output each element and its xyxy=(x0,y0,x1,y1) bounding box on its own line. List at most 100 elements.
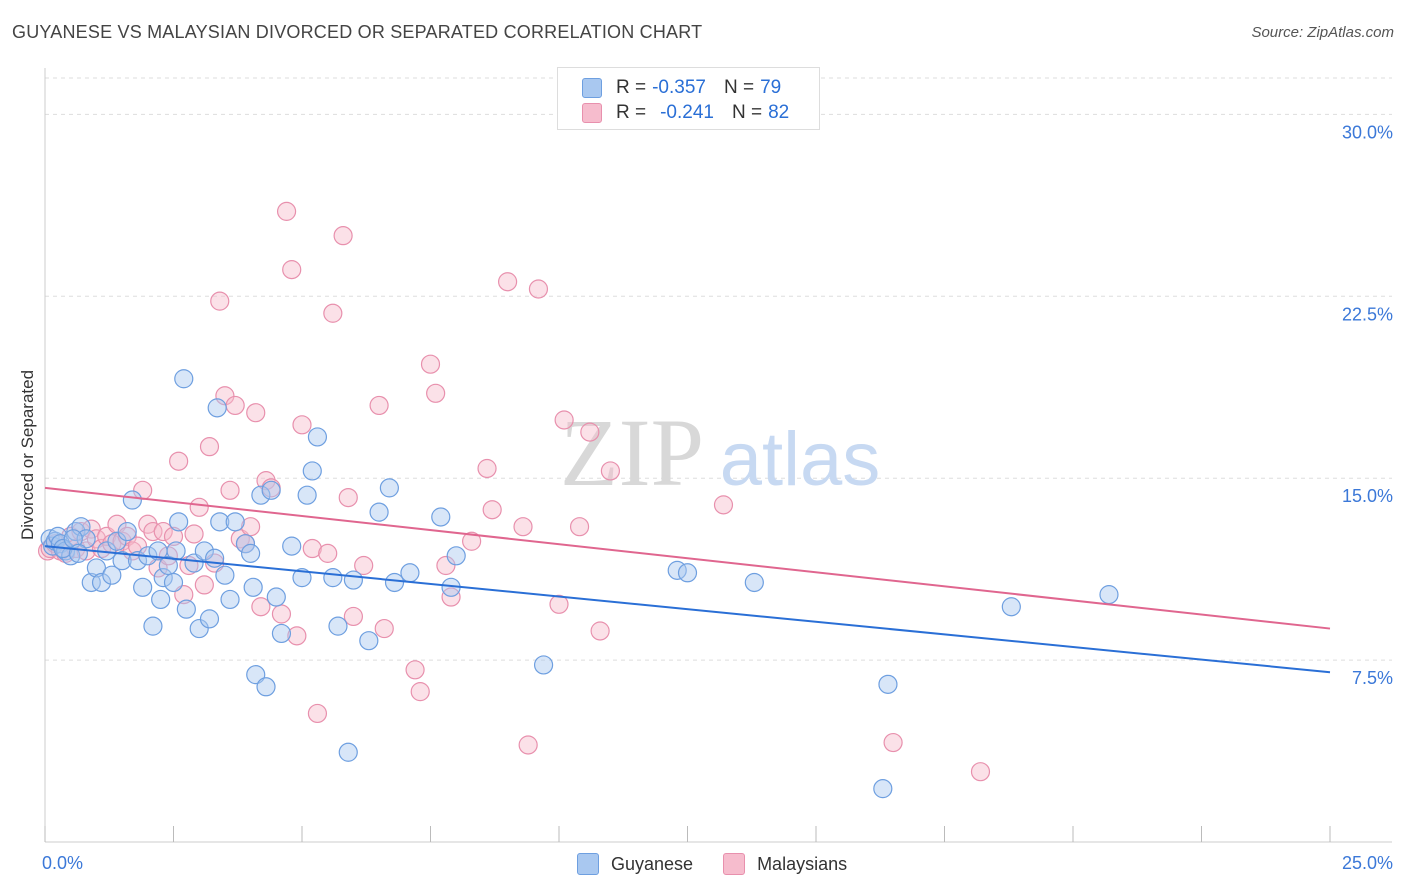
malaysians-point xyxy=(210,291,230,311)
guyanese-point xyxy=(151,589,171,610)
guyanese-point xyxy=(176,599,196,619)
source-attribution: Source: ZipAtlas.com xyxy=(1251,24,1394,41)
guyanese-point xyxy=(369,502,389,522)
malaysians-point xyxy=(220,480,240,500)
malaysians-point xyxy=(153,521,173,542)
guyanese-point xyxy=(166,541,186,561)
malaysians-point xyxy=(405,660,425,680)
guyanese-point xyxy=(266,587,286,607)
guyanese-point xyxy=(343,570,363,590)
guyanese-point xyxy=(271,623,292,644)
watermark-zip: ZIP xyxy=(560,399,704,506)
malaysians-point xyxy=(276,201,297,221)
malaysians-point xyxy=(169,451,189,471)
malaysians-point xyxy=(333,226,353,246)
x-tick-label: 0.0% xyxy=(42,853,83,873)
malaysians-swatch xyxy=(582,103,602,123)
legend-item-malaysians[interactable]: Malaysians xyxy=(723,853,847,875)
guyanese-point xyxy=(153,568,173,588)
correlation-legend: R = -0.357 N = 79 R = -0.241 N = 82 xyxy=(557,67,820,130)
malaysians-point xyxy=(549,594,569,614)
malaysians-point xyxy=(600,461,621,481)
guyanese-point xyxy=(205,548,225,568)
r-label: R = xyxy=(616,102,647,123)
guyanese-point xyxy=(81,572,101,593)
guyanese-point xyxy=(878,674,898,694)
malaysians-point xyxy=(292,415,312,435)
guyanese-point xyxy=(117,521,137,542)
guyanese-point xyxy=(251,485,271,505)
malaysians-swatch xyxy=(723,853,746,875)
guyanese-point xyxy=(210,512,230,532)
malaysians-point xyxy=(338,487,358,508)
guyanese-point xyxy=(261,480,281,500)
r-value: -0.357 xyxy=(652,77,706,98)
malaysians-point xyxy=(343,606,363,627)
malaysians-point xyxy=(369,395,389,416)
guyanese-point xyxy=(163,572,184,593)
legend-item-guyanese[interactable]: Guyanese xyxy=(577,853,693,875)
guyanese-point xyxy=(243,577,263,597)
guyanese-point xyxy=(71,517,91,537)
legend-row-guyanese: R = -0.357 N = 79 xyxy=(582,76,781,100)
malaysians-point xyxy=(271,604,292,624)
malaysians-point xyxy=(225,395,245,416)
guyanese-point xyxy=(302,461,322,481)
malaysians-point xyxy=(554,410,574,430)
guyanese-point xyxy=(68,543,89,563)
legend-label: Malaysians xyxy=(757,853,848,874)
malaysians-point xyxy=(318,543,338,563)
guyanese-point xyxy=(359,631,379,651)
malaysians-point xyxy=(246,403,266,423)
malaysians-point xyxy=(513,517,533,537)
malaysians-point xyxy=(462,531,482,551)
guyanese-point xyxy=(207,398,227,418)
n-label: N = xyxy=(723,77,755,98)
guyanese-point xyxy=(533,655,554,675)
malaysians-point xyxy=(184,524,204,544)
guyanese-point xyxy=(431,507,451,527)
guyanese-point xyxy=(174,369,194,389)
malaysians-point xyxy=(354,555,374,576)
guyanese-point xyxy=(241,543,261,563)
malaysians-point xyxy=(410,682,430,702)
guyanese-point xyxy=(744,572,764,593)
guyanese-point xyxy=(91,572,112,593)
legend-row-malaysians: R = -0.241 N = 82 xyxy=(582,101,789,125)
guyanese-point xyxy=(328,616,348,636)
guyanese-point xyxy=(400,563,420,583)
guyanese-swatch xyxy=(577,853,599,875)
malaysians-point xyxy=(143,521,163,542)
guyanese-point xyxy=(384,572,405,593)
malaysians-point xyxy=(282,260,302,280)
r-label: R = xyxy=(616,77,647,98)
guyanese-point xyxy=(292,568,312,588)
watermark: ZIP atlas xyxy=(560,399,880,506)
guyanese-point xyxy=(235,534,256,554)
malaysians-point xyxy=(302,538,322,559)
malaysians-point xyxy=(163,526,184,547)
guyanese-point xyxy=(63,529,83,549)
malaysians-point xyxy=(323,303,343,323)
malaysians-point xyxy=(482,500,502,520)
guyanese-point xyxy=(133,577,153,597)
malaysians-point xyxy=(883,732,903,753)
guyanese-point xyxy=(102,565,122,585)
n-value: 82 xyxy=(768,102,790,123)
y-tick-label: 30.0% xyxy=(1342,122,1393,142)
malaysians-point xyxy=(117,526,137,547)
y-tick-label: 15.0% xyxy=(1342,486,1393,506)
malaysians-point xyxy=(569,517,590,537)
malaysians-point xyxy=(477,458,497,479)
y-tick-label: 7.5% xyxy=(1352,668,1393,688)
guyanese-point xyxy=(282,536,302,556)
guyanese-point xyxy=(112,551,132,571)
guyanese-point xyxy=(194,541,214,561)
malaysians-point xyxy=(420,354,441,374)
y-tick-label: 22.5% xyxy=(1342,304,1393,324)
guyanese-swatch xyxy=(582,78,602,98)
malaysians-point xyxy=(436,555,456,576)
guyanese-point xyxy=(215,565,235,585)
guyanese-trendline xyxy=(44,545,1331,674)
guyanese-point xyxy=(220,589,240,610)
